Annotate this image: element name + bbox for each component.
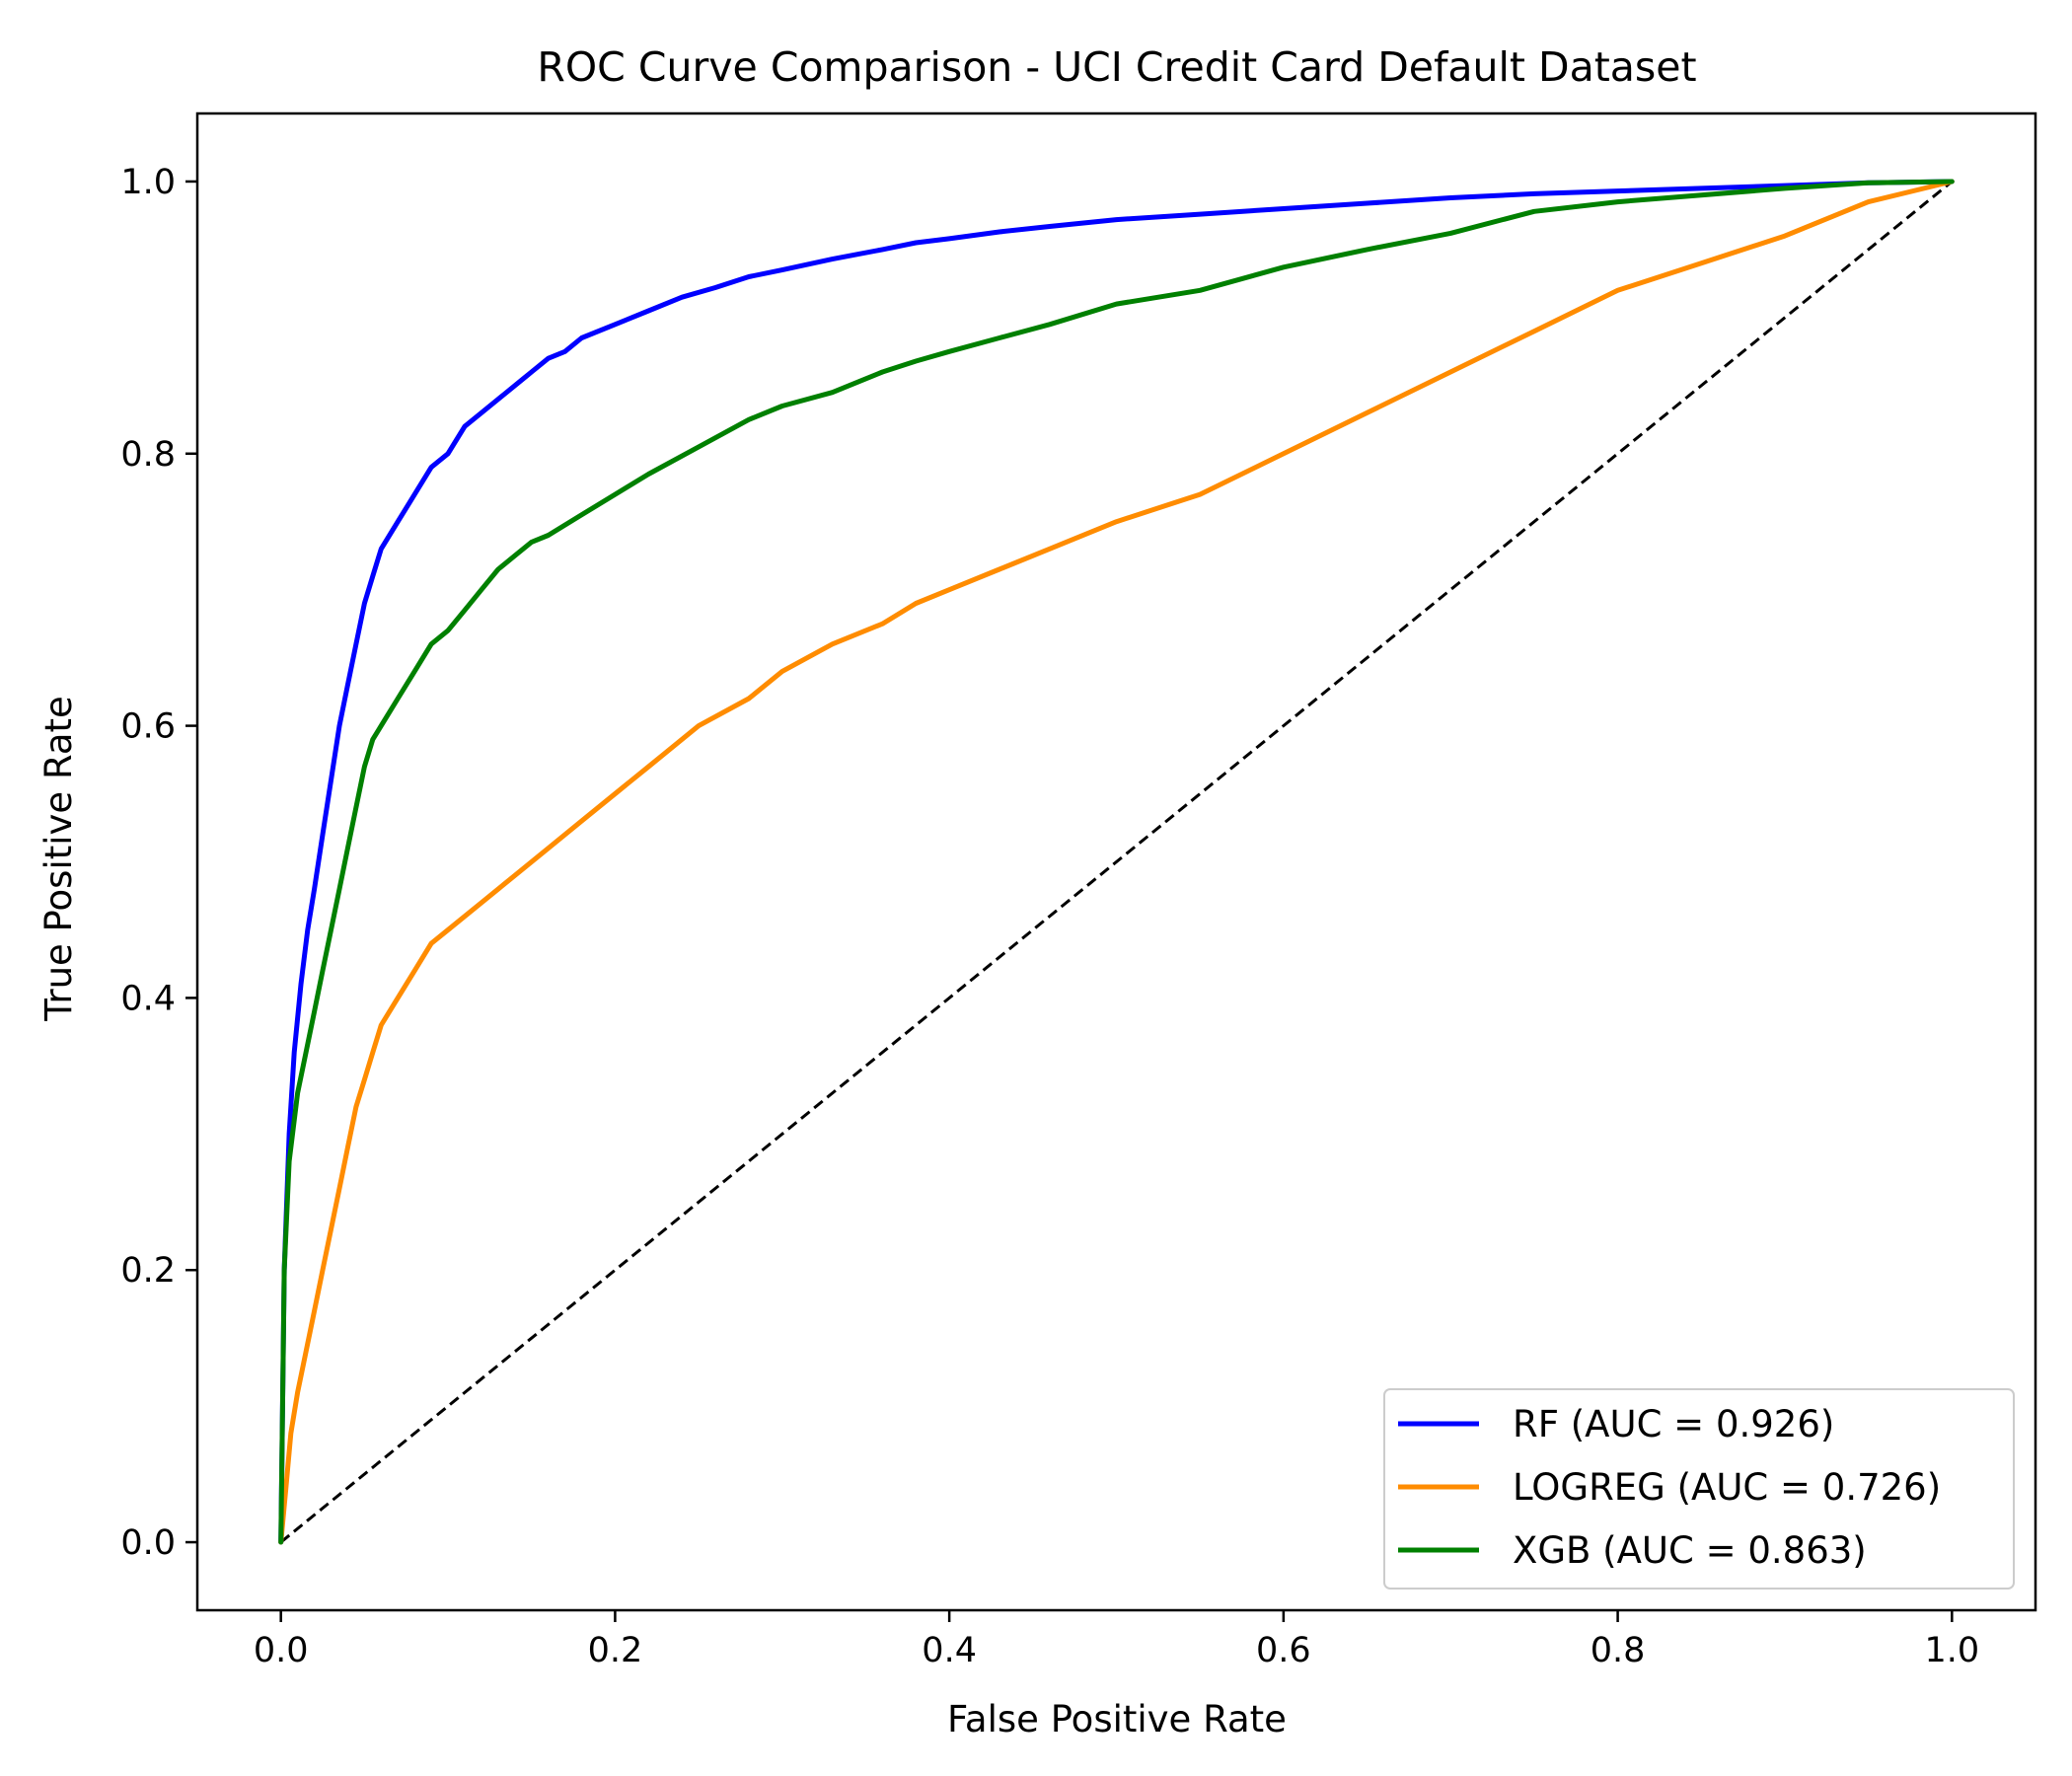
x-tick-label: 0.8	[1591, 1631, 1646, 1670]
x-tick-label: 0.4	[922, 1631, 977, 1670]
x-tick-label: 0.6	[1256, 1631, 1311, 1670]
y-tick-label: 0.8	[120, 435, 176, 475]
series-line-logreg	[278, 179, 1955, 1545]
x-tick-label: 1.0	[1924, 1631, 1979, 1670]
legend-label-xgb: XGB (AUC = 0.863)	[1513, 1529, 1867, 1572]
legend: RF (AUC = 0.926) LOGREG (AUC = 0.726) XGB …	[1383, 1388, 2015, 1590]
y-tick-label: 0.2	[120, 1251, 176, 1291]
series-line-xgb	[278, 179, 1955, 1545]
legend-label-logreg: LOGREG (AUC = 0.726)	[1513, 1466, 1941, 1509]
chance-diagonal-line	[279, 180, 1954, 1544]
legend-box	[1383, 1388, 2015, 1590]
x-tick-label: 0.2	[588, 1631, 643, 1670]
y-tick-label: 0.0	[120, 1523, 176, 1563]
axes-frame	[195, 111, 2037, 1612]
x-tick-label: 0.0	[254, 1631, 309, 1670]
series-line-rf	[278, 179, 1955, 1545]
y-tick-label: 0.4	[120, 979, 176, 1018]
y-tick-label: 1.0	[120, 163, 176, 202]
legend-label-rf: RF (AUC = 0.926)	[1513, 1403, 1834, 1445]
y-tick-label: 0.6	[120, 707, 176, 747]
x-axis-label: False Positive Rate	[947, 1698, 1287, 1740]
plot-area	[278, 179, 1955, 1545]
chart-title: ROC Curve Comparison - UCI Credit Card D…	[537, 43, 1696, 91]
axis-ticks: 0.0 0.2 0.4 0.6 0.8 1.0 0.0 0.2 0.4 0.6 0.8 1.0	[120, 111, 2037, 1670]
y-axis-label: True Positive Rate	[37, 696, 80, 1022]
